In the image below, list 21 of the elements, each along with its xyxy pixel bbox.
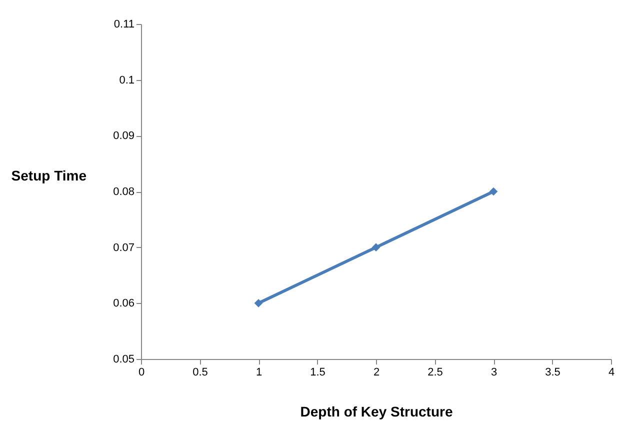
x-tick-label: 4 — [608, 366, 615, 378]
x-tick-label: 3.5 — [545, 366, 560, 378]
y-tick-label: 0.09 — [113, 130, 134, 142]
y-tick-label: 0.08 — [113, 186, 134, 198]
x-tick-label: 1.5 — [310, 366, 326, 378]
x-tick-label: 2.5 — [428, 366, 443, 378]
point — [372, 243, 380, 252]
x-axis-title: Depth of Key Structure — [300, 404, 453, 420]
x-tick-label: 0.5 — [192, 366, 208, 378]
y-tick-label: 0.06 — [113, 298, 134, 310]
y-axis-title: Setup Time — [11, 168, 87, 184]
x-tick-label: 3 — [490, 366, 498, 378]
y-tick-label: 0.1 — [119, 74, 134, 86]
x-tick-label: 0 — [138, 366, 145, 378]
y-tick-label: 0.11 — [114, 18, 134, 30]
y-tick-label: 0.05 — [113, 354, 134, 366]
point — [489, 187, 498, 196]
x-tick-label: 2 — [373, 366, 380, 378]
y-tick-label: 0.07 — [113, 242, 134, 254]
x-tick-label: 1 — [256, 366, 262, 378]
point — [254, 298, 263, 308]
